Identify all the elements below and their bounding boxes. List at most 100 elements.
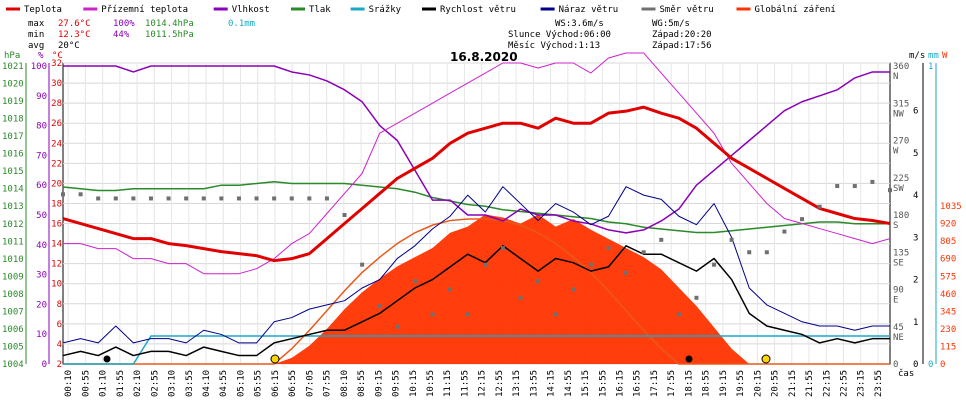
x-tick-label: 23:15: [857, 370, 867, 397]
wind-direction-point: [500, 246, 505, 251]
deg-tick: 315: [893, 99, 909, 109]
stat-rain: 0.1mm: [228, 19, 255, 29]
wind-direction-point: [888, 188, 892, 193]
x-tick-label: 00:55: [81, 370, 91, 397]
x-tick-label: 16:55: [633, 370, 643, 397]
x-tick-label: 09:55: [392, 370, 402, 397]
moonrise-marker: [103, 355, 111, 363]
x-tick-label: 15:15: [581, 370, 591, 397]
w-tick: 1035: [940, 202, 962, 212]
wind-direction-point: [712, 262, 717, 267]
wind-direction-point: [236, 196, 241, 201]
wind-direction-point: [588, 262, 593, 267]
legend-label: Rychlost větru: [440, 5, 516, 15]
mm-tick: 1: [928, 62, 933, 72]
x-tick-label: 23:55: [874, 370, 884, 397]
x-tick-label: 11:15: [443, 370, 453, 397]
c-tick: 2: [57, 360, 62, 370]
stat-max-press: 1014.4hPa: [145, 19, 194, 29]
x-tick-label: 08:10: [340, 370, 350, 397]
pressure-line: [62, 180, 890, 234]
wind-speed-line: [62, 245, 890, 357]
stat-max-temp: 27.6°C: [58, 19, 91, 29]
hpa-tick: 1007: [2, 307, 24, 317]
x-tick-label: 21:55: [805, 370, 815, 397]
deg-tick: 225: [893, 174, 909, 184]
rain-line: [63, 335, 890, 365]
dir-tick: N: [893, 72, 898, 82]
pct-tick: 100: [31, 62, 47, 72]
stat-moon: Měsíc Východ:1:13: [508, 41, 600, 51]
w-tick: 805: [940, 237, 956, 247]
ms-tick: 4: [913, 191, 918, 201]
wind-direction-point: [377, 304, 382, 309]
wind-direction-point: [852, 184, 857, 189]
x-tick-label: 00:10: [64, 370, 74, 397]
c-tick: 26: [51, 119, 62, 129]
dir-tick: SE: [893, 258, 904, 268]
c-tick: 28: [51, 99, 62, 109]
c-tick: 18: [51, 199, 62, 209]
x-tick-label: 11:55: [460, 370, 470, 397]
c-tick: 14: [51, 240, 62, 250]
dir-tick: SW: [893, 184, 904, 194]
stat-ws: WS:3.6m/s: [555, 19, 604, 29]
dir-tick: NE: [893, 333, 904, 343]
pct-tick: 0: [42, 360, 47, 370]
stat-wg: WG:5m/s: [652, 19, 690, 29]
c-tick: 10: [51, 280, 62, 290]
w-tick: 0: [940, 360, 945, 370]
wind-direction-point: [553, 312, 558, 317]
wind-direction-point: [254, 196, 259, 201]
x-tick-label: 20:55: [771, 370, 781, 397]
legend-label: Tlak: [309, 5, 331, 15]
deg-tick: 90: [893, 286, 904, 296]
hpa-tick: 1005: [2, 342, 24, 352]
stat-min-temp: 12.3°C: [58, 30, 91, 40]
wind-direction-point: [870, 179, 875, 184]
sunset-marker: [761, 354, 771, 364]
pct-tick: 50: [36, 211, 47, 221]
wind-direction-point: [131, 196, 136, 201]
legend-label: Vlhkost: [232, 5, 270, 15]
w-tick: 345: [940, 307, 956, 317]
c-tick: 6: [57, 320, 62, 330]
ms-axis-label: m/s: [909, 51, 925, 61]
legend-label: Náraz větru: [559, 5, 619, 15]
c-axis-label: °C: [52, 51, 63, 61]
deg-tick: 135: [893, 248, 909, 258]
wind-direction-point: [571, 287, 576, 292]
axes-layer: 00:10 00:55 01:10 01:55 02:10 02:55 03:10 03:55…: [2, 51, 962, 397]
sunrise-marker: [270, 354, 280, 364]
wind-direction-point: [272, 196, 277, 201]
c-tick: 20: [51, 179, 62, 189]
x-tick-label: 22:15: [822, 370, 832, 397]
hpa-tick: 1018: [2, 115, 24, 125]
x-tick-label: 18:55: [702, 370, 712, 397]
wind-direction-point: [518, 295, 523, 300]
legend-label: Srážky: [369, 5, 402, 15]
wind-direction-point: [817, 204, 822, 209]
w-tick: 920: [940, 220, 956, 230]
hpa-tick: 1015: [2, 167, 24, 177]
wind-gust-line: [62, 186, 890, 344]
legend-label: Teplota: [24, 5, 62, 15]
wind-direction-point: [166, 196, 171, 201]
mm-axis-label: mm: [928, 51, 939, 61]
wind-direction-point: [219, 196, 224, 201]
wind-direction-point: [148, 196, 153, 201]
wind-direction-point: [342, 213, 347, 217]
deg-tick: 360: [893, 62, 909, 72]
ground-temperature-line: [63, 52, 891, 275]
wind-direction-point: [448, 287, 453, 292]
stat-min-label: min: [28, 30, 44, 40]
x-tick-label: 02:55: [150, 370, 160, 397]
stat-max-label: max: [28, 19, 45, 29]
wind-direction-point: [659, 237, 664, 242]
x-axis-label: čas: [898, 368, 914, 379]
x-tick-label: 09:15: [374, 370, 384, 397]
x-tick-label: 06:15: [271, 370, 281, 397]
x-tick-label: 07:05: [305, 370, 315, 397]
dir-tick: NW: [893, 109, 904, 119]
hpa-tick: 1014: [2, 185, 24, 195]
